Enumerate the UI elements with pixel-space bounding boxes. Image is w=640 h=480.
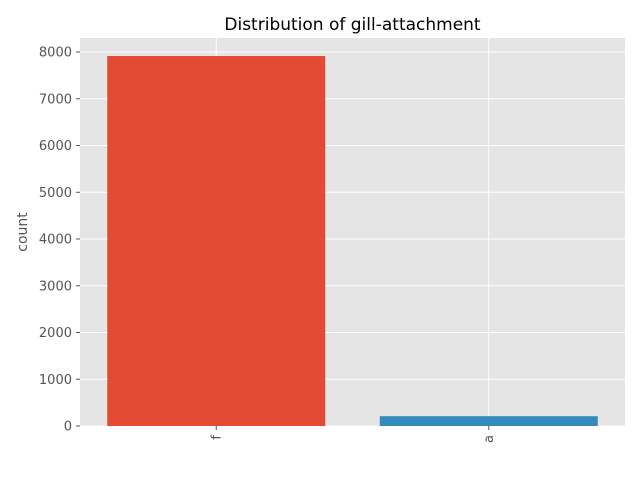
bar-f (107, 56, 326, 426)
bars (107, 56, 598, 426)
x-tick-label: f (209, 435, 224, 440)
y-tick-label: 1000 (39, 373, 72, 388)
chart-title: Distribution of gill-attachment (224, 15, 481, 35)
y-axis-ticks: 0 1000 2000 3000 4000 5000 6000 7000 8000 (39, 46, 80, 435)
x-tick-label: a (482, 435, 497, 443)
y-tick-label: 8000 (39, 46, 72, 61)
y-tick-label: 0 (64, 420, 72, 435)
y-tick-label: 2000 (39, 326, 72, 341)
y-tick-label: 5000 (39, 186, 72, 201)
y-tick-label: 4000 (39, 233, 72, 248)
y-tick-label: 6000 (39, 139, 72, 154)
y-axis-label: count (15, 212, 31, 252)
bar-a (379, 416, 598, 426)
y-tick-label: 7000 (39, 92, 72, 107)
y-tick-label: 3000 (39, 279, 72, 294)
